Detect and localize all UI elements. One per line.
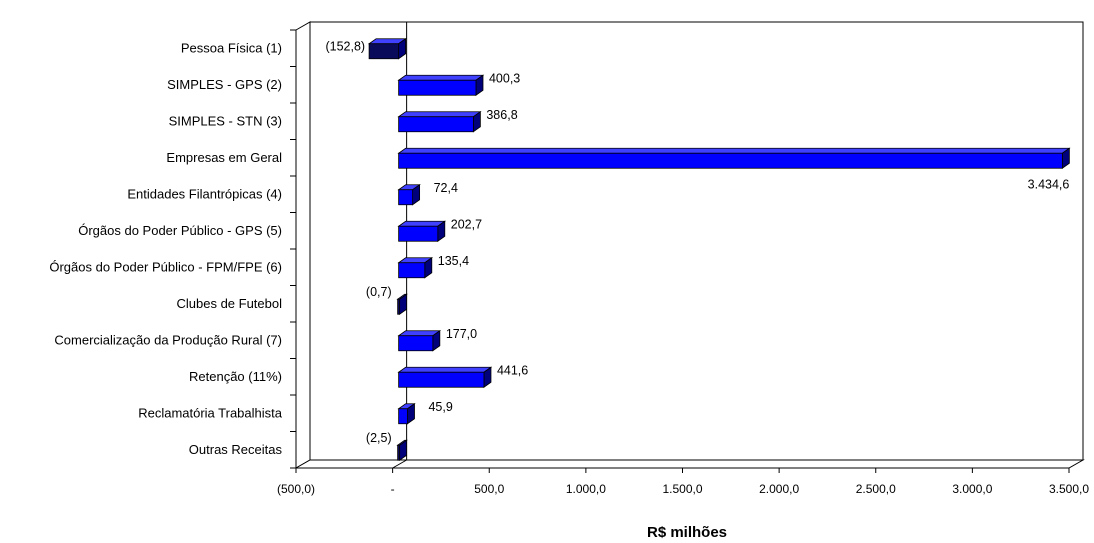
bar-front-face <box>397 298 401 315</box>
bar <box>397 402 416 425</box>
x-tick-label: 2.000,0 <box>759 482 799 496</box>
bar <box>367 37 407 60</box>
x-tick-label: 3.500,0 <box>1049 482 1089 496</box>
value-label: 177,0 <box>446 327 477 341</box>
zero-line-floor <box>392 459 407 469</box>
value-label: 72,4 <box>434 181 458 195</box>
category-label: Órgãos do Poder Público - GPS (5) <box>78 223 282 238</box>
value-label: 135,4 <box>438 254 469 268</box>
bar-front-face <box>398 79 477 96</box>
bar-front-face <box>397 444 401 461</box>
x-tick-label: 2.500,0 <box>856 482 896 496</box>
bar-front-face <box>398 189 414 206</box>
bar <box>397 256 434 279</box>
value-label: 386,8 <box>486 108 517 122</box>
category-label: Empresas em Geral <box>166 150 282 165</box>
bar <box>397 220 447 243</box>
bar-top-face <box>397 220 447 227</box>
x-tick-label: (500,0) <box>277 482 315 496</box>
bar-front-face <box>398 262 426 279</box>
value-label: 441,6 <box>497 363 528 377</box>
bar-front-face <box>398 408 408 425</box>
bar-front-face <box>368 43 400 60</box>
category-label: Clubes de Futebol <box>176 296 282 311</box>
x-tick-label: 1.500,0 <box>662 482 702 496</box>
value-label: (2,5) <box>366 431 392 445</box>
category-label: Entidades Filantrópicas (4) <box>127 186 282 201</box>
x-tick-label: 3.000,0 <box>952 482 992 496</box>
bar-front-face <box>398 335 434 352</box>
category-label: Reclamatória Trabalhista <box>138 405 283 420</box>
bar-top-face <box>397 366 493 373</box>
bar-front-face <box>398 152 1063 169</box>
category-label: Órgãos do Poder Público - FPM/FPE (6) <box>49 259 282 274</box>
x-tick-label: 1.000,0 <box>566 482 606 496</box>
x-tick-label: 500,0 <box>474 482 504 496</box>
bar <box>397 366 493 389</box>
bar <box>397 110 482 133</box>
bar <box>397 329 442 352</box>
labels-group: Pessoa Física (1) (152,8) SIMPLES - GPS (2… <box>49 39 1069 457</box>
value-label: (0,7) <box>366 285 392 299</box>
plot-floor <box>294 459 1085 469</box>
bar-top-face <box>397 111 482 118</box>
bar <box>397 74 485 97</box>
value-label: 45,9 <box>428 400 452 414</box>
value-label: (152,8) <box>325 39 365 53</box>
bar <box>397 147 1071 170</box>
bar-top-face <box>397 147 1071 154</box>
value-label: 3.434,6 <box>1028 177 1070 191</box>
category-label: Pessoa Física (1) <box>181 40 282 55</box>
bar <box>397 183 421 206</box>
x-tick-label: - <box>391 482 395 496</box>
bar-top-face <box>397 74 485 81</box>
bar <box>396 293 408 316</box>
category-label: Outras Receitas <box>189 442 283 457</box>
bar-front-face <box>398 225 439 242</box>
category-label: SIMPLES - GPS (2) <box>167 77 282 92</box>
category-label: Retenção (11%) <box>189 369 282 384</box>
category-label: Comercialização da Produção Rural (7) <box>54 332 282 347</box>
bars-group <box>367 37 1071 462</box>
bar-front-face <box>398 116 474 133</box>
value-label: 202,7 <box>451 217 482 231</box>
bar <box>396 439 408 462</box>
x-axis-title: R$ milhões <box>647 524 727 541</box>
category-label: SIMPLES - STN (3) <box>169 113 282 128</box>
value-label: 400,3 <box>489 71 520 85</box>
plot-side-wall <box>295 21 311 469</box>
bar-front-face <box>398 371 485 388</box>
